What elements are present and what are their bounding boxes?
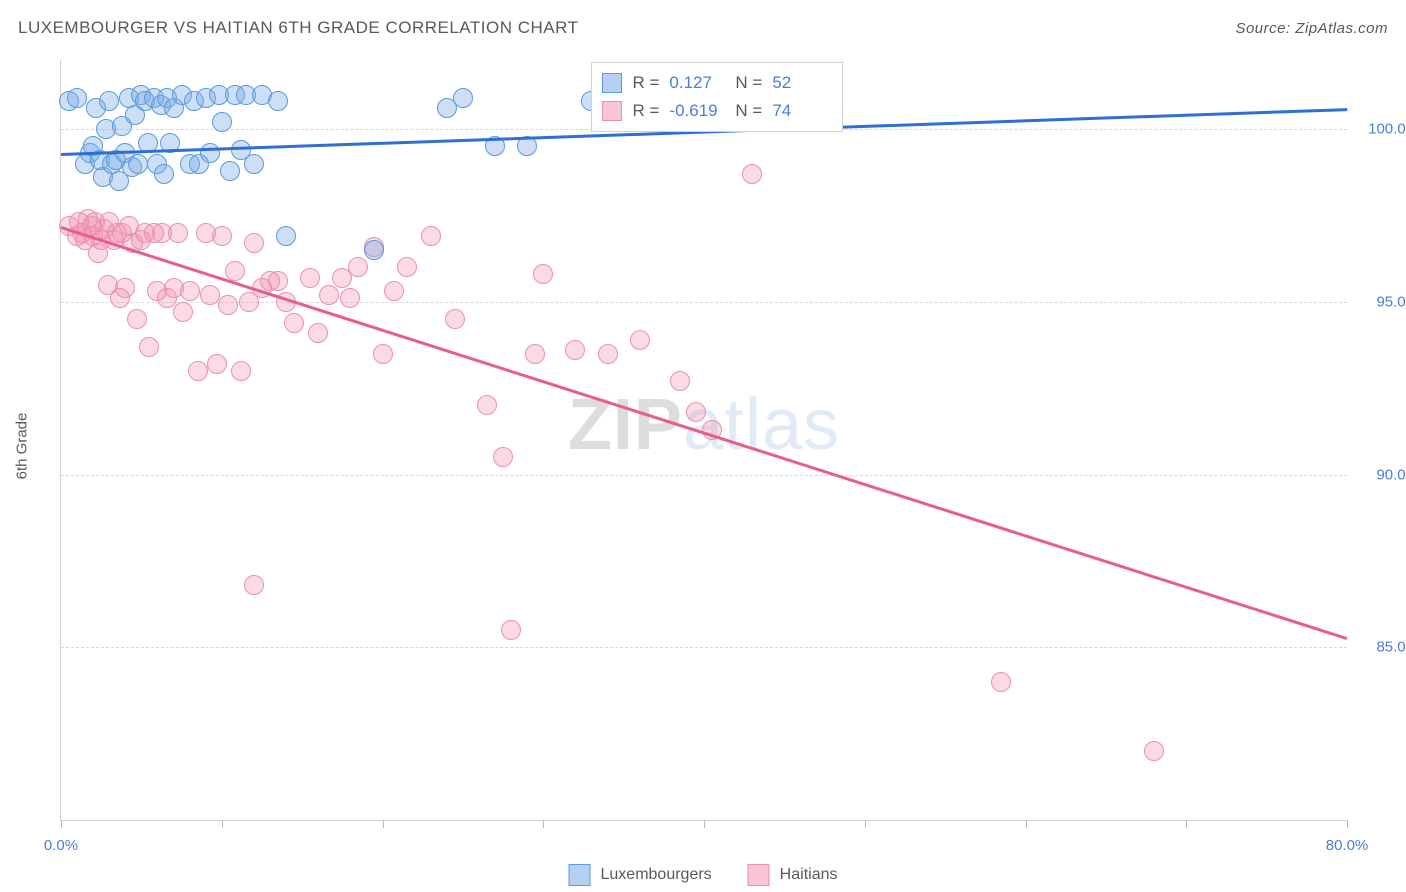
scatter-point-hai: [180, 281, 200, 301]
scatter-point-hai: [493, 447, 513, 467]
scatter-point-hai: [308, 323, 328, 343]
x-tick-label: 80.0%: [1326, 837, 1369, 854]
stats-n-label: N =: [735, 97, 762, 125]
scatter-point-hai: [139, 337, 159, 357]
y-tick-label: 95.0%: [1359, 293, 1406, 310]
scatter-point-hai: [115, 278, 135, 298]
scatter-point-hai: [348, 257, 368, 277]
stats-r-value-hai: -0.619: [669, 97, 725, 125]
y-axis-title: 6th Grade: [14, 413, 31, 480]
stats-box: R = 0.127 N = 52 R = -0.619 N = 74: [591, 62, 843, 132]
scatter-point-hai: [319, 285, 339, 305]
stats-n-label: N =: [735, 69, 762, 97]
x-tick: [865, 820, 866, 828]
scatter-point-hai: [421, 226, 441, 246]
scatter-point-lux: [268, 91, 288, 111]
scatter-point-lux: [276, 226, 296, 246]
scatter-point-hai: [670, 371, 690, 391]
y-tick-label: 90.0%: [1359, 466, 1406, 483]
scatter-point-hai: [565, 340, 585, 360]
legend-item-hai: Haitians: [748, 864, 838, 886]
scatter-point-hai: [268, 271, 288, 291]
source-label: Source: ZipAtlas.com: [1235, 20, 1388, 37]
scatter-point-hai: [686, 402, 706, 422]
y-tick-label: 85.0%: [1359, 639, 1406, 656]
scatter-point-hai: [373, 344, 393, 364]
scatter-point-lux: [67, 88, 87, 108]
scatter-point-hai: [212, 226, 232, 246]
x-tick: [704, 820, 705, 828]
x-tick: [61, 820, 62, 828]
scatter-point-lux: [453, 88, 473, 108]
scatter-point-lux: [212, 112, 232, 132]
scatter-point-hai: [630, 330, 650, 350]
scatter-point-lux: [200, 143, 220, 163]
scatter-point-lux: [99, 91, 119, 111]
legend-label-lux: Luxembourgers: [601, 866, 712, 884]
x-tick: [543, 820, 544, 828]
scatter-point-lux: [154, 164, 174, 184]
stats-n-value-hai: 74: [772, 97, 828, 125]
scatter-point-hai: [477, 395, 497, 415]
scatter-point-hai: [384, 281, 404, 301]
title-bar: LUXEMBOURGER VS HAITIAN 6TH GRADE CORREL…: [18, 18, 1388, 38]
scatter-point-hai: [127, 309, 147, 329]
legend-item-lux: Luxembourgers: [569, 864, 712, 886]
watermark-zip: ZIP: [568, 385, 683, 465]
scatter-point-hai: [525, 344, 545, 364]
stats-r-value-lux: 0.127: [669, 69, 725, 97]
scatter-point-hai: [598, 344, 618, 364]
scatter-point-hai: [173, 302, 193, 322]
x-tick: [1026, 820, 1027, 828]
scatter-point-hai: [225, 261, 245, 281]
stats-row-hai: R = -0.619 N = 74: [602, 97, 828, 125]
scatter-point-lux: [244, 154, 264, 174]
scatter-point-hai: [340, 288, 360, 308]
scatter-point-lux: [220, 161, 240, 181]
scatter-point-hai: [397, 257, 417, 277]
scatter-point-hai: [300, 268, 320, 288]
scatter-point-hai: [501, 620, 521, 640]
x-tick: [1186, 820, 1187, 828]
x-tick-label: 0.0%: [44, 837, 78, 854]
plot-area: ZIPatlas 85.0%90.0%95.0%100.0%0.0%80.0%R…: [60, 60, 1347, 821]
scatter-point-hai: [991, 672, 1011, 692]
scatter-point-hai: [218, 295, 238, 315]
x-tick: [222, 820, 223, 828]
y-tick-label: 100.0%: [1359, 121, 1406, 138]
scatter-point-lux: [364, 240, 384, 260]
scatter-point-hai: [284, 313, 304, 333]
scatter-point-hai: [533, 264, 553, 284]
stats-r-label: R =: [632, 69, 659, 97]
scatter-point-hai: [445, 309, 465, 329]
legend-label-hai: Haitians: [780, 866, 838, 884]
scatter-point-hai: [244, 233, 264, 253]
x-tick: [1347, 820, 1348, 828]
bottom-legend: Luxembourgers Haitians: [569, 864, 838, 886]
scatter-point-hai: [188, 361, 208, 381]
stats-n-value-lux: 52: [772, 69, 828, 97]
x-tick: [383, 820, 384, 828]
scatter-point-hai: [207, 354, 227, 374]
legend-swatch-hai: [748, 864, 770, 886]
stats-swatch-hai: [602, 101, 622, 121]
stats-swatch-lux: [602, 73, 622, 93]
scatter-point-lux: [128, 154, 148, 174]
chart-title: LUXEMBOURGER VS HAITIAN 6TH GRADE CORREL…: [18, 18, 578, 38]
gridline: [61, 647, 1347, 648]
scatter-point-hai: [742, 164, 762, 184]
scatter-point-hai: [244, 575, 264, 595]
legend-swatch-lux: [569, 864, 591, 886]
stats-row-lux: R = 0.127 N = 52: [602, 69, 828, 97]
scatter-point-hai: [168, 223, 188, 243]
stats-r-label: R =: [632, 97, 659, 125]
gridline: [61, 475, 1347, 476]
scatter-point-hai: [231, 361, 251, 381]
scatter-point-hai: [1144, 741, 1164, 761]
